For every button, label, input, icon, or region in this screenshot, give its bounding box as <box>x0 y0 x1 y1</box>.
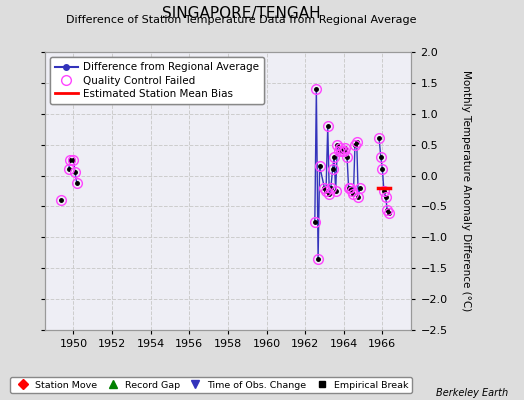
Legend: Difference from Regional Average, Quality Control Failed, Estimated Station Mean: Difference from Regional Average, Qualit… <box>50 57 264 104</box>
Legend: Station Move, Record Gap, Time of Obs. Change, Empirical Break: Station Move, Record Gap, Time of Obs. C… <box>10 377 412 393</box>
Text: Berkeley Earth: Berkeley Earth <box>436 388 508 398</box>
Y-axis label: Monthly Temperature Anomaly Difference (°C): Monthly Temperature Anomaly Difference (… <box>461 70 472 312</box>
Text: Difference of Station Temperature Data from Regional Average: Difference of Station Temperature Data f… <box>66 15 416 25</box>
Text: SINGAPORE/TENGAH: SINGAPORE/TENGAH <box>162 6 320 21</box>
